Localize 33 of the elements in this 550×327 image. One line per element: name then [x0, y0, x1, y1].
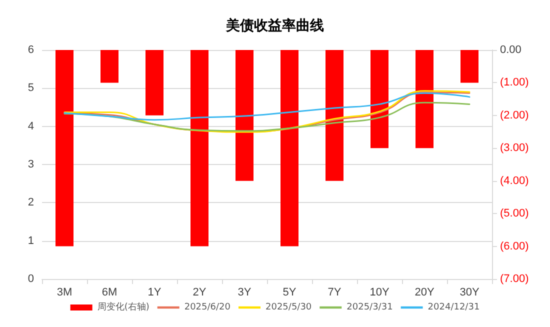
legend-label: 2025/6/20: [184, 302, 231, 312]
legend-label: 周变化(右轴): [97, 302, 150, 312]
y2-tick-label: (7.00): [500, 273, 529, 285]
y2-tick-label: (4.00): [500, 174, 529, 187]
y-tick-label: 4: [28, 120, 34, 132]
x-tick-label: 3M: [56, 286, 72, 298]
y2-tick-label: (3.00): [500, 142, 529, 154]
y2-tick-label: (2.00): [500, 109, 529, 122]
legend-label: 2024/12/31: [428, 302, 480, 312]
line-series: [64, 92, 470, 121]
x-tick-label: 1Y: [148, 286, 162, 298]
x-tick-label: 20Y: [414, 286, 435, 298]
chart-title: 美债收益率曲线: [225, 17, 324, 34]
y-tick-label: 2: [28, 196, 34, 209]
legend-label: 2025/3/31: [346, 302, 393, 312]
y-tick-label: 0: [28, 273, 34, 285]
y-tick-label: 6: [28, 44, 34, 56]
x-tick-label: 3Y: [238, 286, 252, 298]
x-tick-label: 7Y: [328, 286, 342, 298]
y2-tick-label: (6.00): [500, 240, 529, 252]
legend-label: 2025/5/30: [266, 302, 312, 312]
x-tick-label: 30Y: [460, 286, 480, 298]
y2-tick-label: (5.00): [500, 208, 529, 220]
y-tick-label: 1: [28, 234, 34, 247]
line-series: [64, 102, 470, 132]
x-tick-label: 2Y: [192, 286, 207, 298]
y-tick-label: 5: [28, 82, 34, 94]
x-tick-label: 6M: [102, 286, 118, 298]
x-tick-label: 5Y: [282, 286, 297, 298]
y2-tick-label: 0.00: [500, 44, 522, 56]
y2-tick-label: (1.00): [500, 76, 529, 89]
y-tick-label: 3: [28, 158, 34, 170]
x-tick-label: 10Y: [370, 286, 390, 298]
